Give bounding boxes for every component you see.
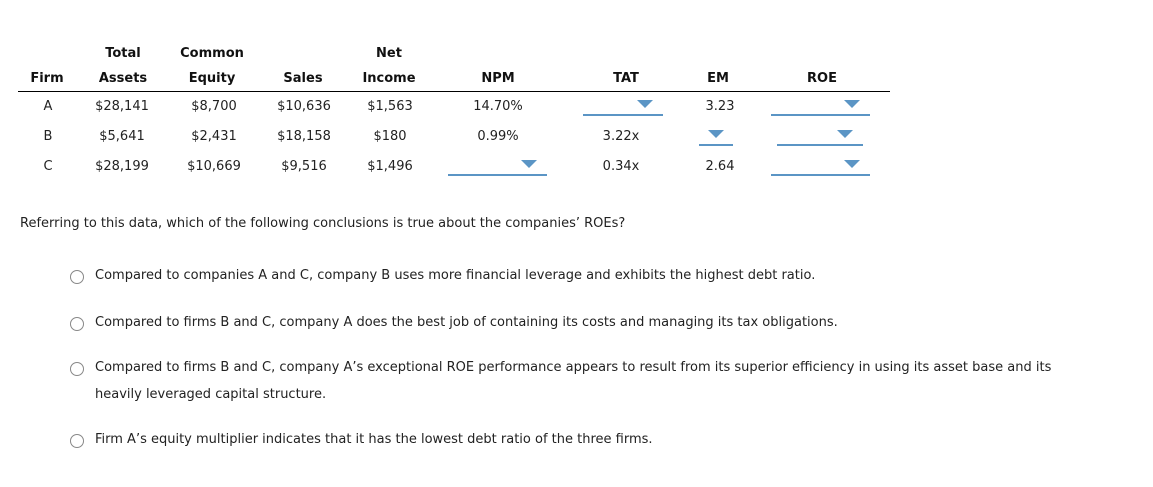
cell-total-assets: $5,641: [99, 129, 145, 144]
header-tat: TAT: [613, 71, 639, 86]
header-total-assets-line2: Assets: [98, 71, 148, 86]
chevron-down-icon: [844, 100, 860, 108]
cell-common-equity: $10,669: [187, 159, 241, 174]
radio-button[interactable]: [70, 270, 84, 284]
cell-firm: B: [43, 129, 53, 144]
cell-total-assets: $28,141: [95, 99, 149, 114]
cell-common-equity: $2,431: [191, 129, 237, 144]
em-dropdown-b[interactable]: [699, 124, 733, 146]
header-npm: NPM: [481, 71, 515, 86]
roe-dropdown-b[interactable]: [777, 124, 863, 146]
header-divider: [18, 91, 890, 92]
header-firm: Firm: [30, 71, 64, 86]
question-text: Referring to this data, which of the fol…: [20, 216, 626, 231]
chevron-down-icon: [844, 160, 860, 168]
header-em: EM: [707, 71, 729, 86]
radio-button[interactable]: [70, 434, 84, 448]
cell-sales: $18,158: [277, 129, 331, 144]
radio-button[interactable]: [70, 362, 84, 376]
answer-option-1[interactable]: Compared to companies A and C, company B…: [70, 268, 1075, 289]
cell-em: 2.64: [705, 159, 735, 174]
header-net-income-line2: Income: [362, 71, 416, 86]
cell-net-income: $180: [373, 129, 407, 144]
cell-net-income: $1,496: [367, 159, 413, 174]
answer-option-label: Compared to firms B and C, company A doe…: [95, 315, 838, 330]
cell-common-equity: $8,700: [191, 99, 237, 114]
header-common-equity-line1: Common: [180, 46, 244, 61]
cell-em: 3.23: [705, 99, 735, 114]
cell-tat: 3.22x: [602, 129, 640, 144]
header-roe: ROE: [807, 71, 837, 86]
cell-npm: 0.99%: [477, 129, 519, 144]
header-net-income-line1: Net: [376, 46, 402, 61]
chevron-down-icon: [837, 130, 853, 138]
header-total-assets-line1: Total: [105, 46, 141, 61]
cell-firm: C: [43, 159, 53, 174]
cell-npm: 14.70%: [473, 99, 523, 114]
answer-option-2[interactable]: Compared to firms B and C, company A doe…: [70, 315, 1075, 336]
answer-option-label: Firm A’s equity multiplier indicates tha…: [95, 432, 653, 447]
radio-button[interactable]: [70, 317, 84, 331]
answer-option-label: Compared to firms B and C, company A’s e…: [95, 360, 1052, 402]
roe-dropdown-c[interactable]: [771, 154, 870, 176]
header-sales: Sales: [283, 71, 323, 86]
answer-option-4[interactable]: Firm A’s equity multiplier indicates tha…: [70, 432, 1075, 453]
cell-net-income: $1,563: [367, 99, 413, 114]
roe-dropdown-a[interactable]: [771, 94, 870, 116]
chevron-down-icon: [521, 160, 537, 168]
chevron-down-icon: [708, 130, 724, 138]
cell-tat: 0.34x: [602, 159, 640, 174]
cell-sales: $10,636: [277, 99, 331, 114]
cell-sales: $9,516: [281, 159, 327, 174]
answer-option-label: Compared to companies A and C, company B…: [95, 268, 816, 283]
npm-dropdown-c[interactable]: [448, 154, 547, 176]
cell-total-assets: $28,199: [95, 159, 149, 174]
tat-dropdown-a[interactable]: [583, 94, 663, 116]
answer-option-3[interactable]: Compared to firms B and C, company A’s e…: [70, 360, 1075, 408]
cell-firm: A: [43, 99, 53, 114]
header-common-equity-line2: Equity: [188, 71, 236, 86]
chevron-down-icon: [637, 100, 653, 108]
